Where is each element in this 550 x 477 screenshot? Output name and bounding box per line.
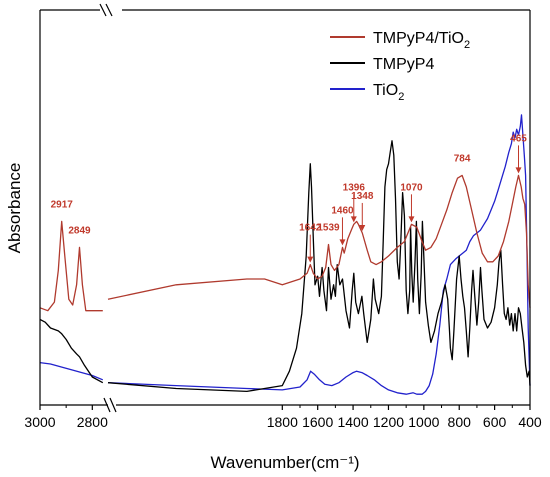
legend-label-3: TiO2	[373, 82, 404, 103]
peak-arrowhead-1396	[350, 216, 357, 223]
axis-break-mark	[103, 397, 111, 413]
x-tick-label: 600	[483, 414, 507, 430]
axis-break-mark	[109, 397, 117, 413]
x-tick-label: 1200	[373, 414, 404, 430]
peak-label-1539: 1539	[317, 222, 340, 233]
peak-label-1642: 1642	[299, 223, 322, 234]
peak-arrowhead-1348	[359, 224, 366, 231]
series-layer	[39, 114, 531, 395]
legend-label-1: TMPyP4/TiO2	[373, 30, 470, 51]
peak-label-1396: 1396	[343, 182, 366, 193]
x-tick-label: 1800	[267, 414, 298, 430]
peak-arrowhead-1642	[307, 256, 314, 263]
peak-label-2849: 2849	[68, 225, 91, 236]
legend: TMPyP4/TiO2 TMPyP4 TiO2	[330, 30, 470, 103]
axis-break-mark	[105, 3, 113, 17]
x-tick-label: 1000	[408, 414, 439, 430]
axis-layer: 3000 2800 1800 1600 1400 1200 1000 800 600 400	[24, 3, 542, 430]
series-line-tmpyp4-tio2-2	[107, 174, 531, 308]
x-tick-label: 1600	[302, 414, 333, 430]
axis-break-mark	[99, 3, 107, 17]
series-line-tmpyp4-tio2-1	[39, 220, 103, 312]
peak-label-1070: 1070	[400, 182, 423, 193]
legend-label-2: TMPyP4	[373, 56, 434, 73]
x-tick-label: 800	[448, 414, 472, 430]
series-line-tio2-1	[39, 361, 104, 381]
peak-arrowhead-465	[515, 167, 522, 174]
series-line-tmpyp4-2	[107, 140, 531, 393]
peak-arrowhead-1070	[408, 216, 415, 223]
x-tick-label: 400	[518, 414, 542, 430]
x-tick-label: 2800	[77, 414, 108, 430]
y-axis-title: Absorbance	[5, 163, 24, 254]
peak-label-465: 465	[510, 133, 527, 144]
peak-label-2917: 2917	[51, 199, 74, 210]
x-axis-title: Wavenumber(cm⁻¹)	[210, 453, 359, 472]
x-tick-label: 3000	[24, 414, 55, 430]
series-line-tmpyp4-1	[39, 318, 104, 384]
peak-label-1348: 1348	[351, 191, 374, 202]
peak-label-784: 784	[454, 153, 471, 164]
x-tick-label: 1400	[337, 414, 368, 430]
peak-label-1460: 1460	[331, 205, 354, 216]
peak-arrowhead-1460	[339, 239, 346, 246]
